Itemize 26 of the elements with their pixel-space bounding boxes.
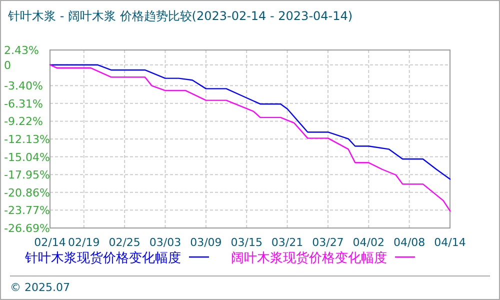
y-tick-label: -9.22% xyxy=(4,115,43,128)
x-tick-label: 02/14 xyxy=(34,236,66,249)
y-tick-label: -17.95% xyxy=(4,168,50,182)
y-tick-label: 0 xyxy=(4,58,11,72)
x-tick-label: 03/15 xyxy=(230,236,262,249)
x-tick-label: 02/19 xyxy=(68,236,100,249)
x-tick-label: 03/09 xyxy=(190,236,222,249)
y-tick-label: -26.69% xyxy=(4,222,50,235)
x-tick-label: 03/27 xyxy=(312,236,344,249)
x-tick-label: 04/08 xyxy=(393,236,426,249)
y-tick-label: -6.31% xyxy=(4,97,43,110)
y-tick-label: -12.13% xyxy=(4,133,50,146)
x-tick-label: 04/02 xyxy=(352,236,384,249)
x-tick-label: 03/21 xyxy=(271,236,304,249)
x-tick-label: 04/14 xyxy=(434,236,466,249)
chart-title: 针叶木浆 - 阔叶木浆 价格趋势比较(2023-02-14 - 2023-04-14) xyxy=(7,9,353,23)
y-tick-label: -15.04% xyxy=(4,150,50,164)
legend-label: 阔叶木浆现货价格变化幅度 xyxy=(231,250,387,266)
y-tick-label: -23.77% xyxy=(4,204,50,218)
y-tick-label: -3.40% xyxy=(4,80,43,93)
legend-label: 针叶木浆现货价格变化幅度 xyxy=(24,250,181,266)
y-tick-label: 2.43% xyxy=(4,44,39,57)
x-tick-label: 03/03 xyxy=(149,236,182,249)
text: © 2025.07 xyxy=(10,281,70,294)
y-tick-label: -20.86% xyxy=(4,186,50,200)
x-tick-label: 02/25 xyxy=(108,236,140,249)
